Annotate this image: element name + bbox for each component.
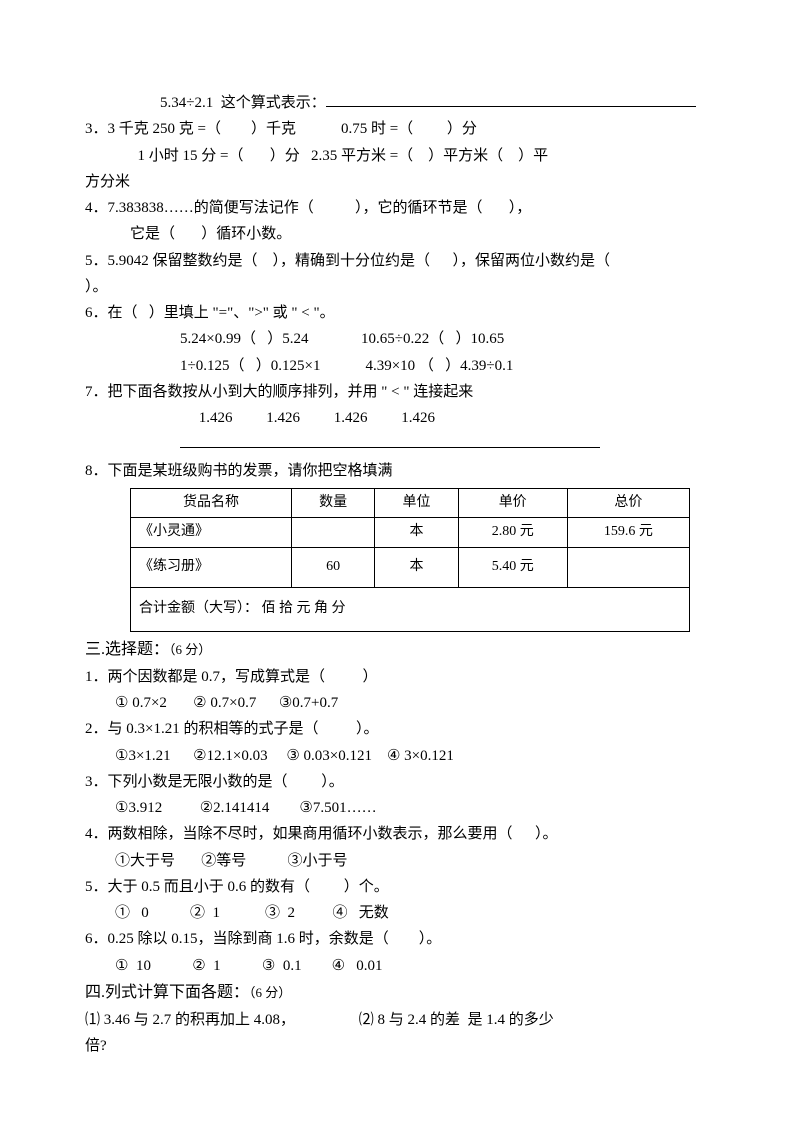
s3-sub: （6 分） <box>169 642 211 657</box>
s3-t: 三.选择题： <box>85 641 169 658</box>
r1-qty <box>292 518 375 548</box>
q3-l3: 方分米 <box>85 174 130 190</box>
footer-cell: 合计金额（大写）： 佰 拾 元 角 分 <box>131 587 690 631</box>
table-row: 《练习册》 60 本 5.40 元 <box>131 547 690 587</box>
th-price: 单价 <box>458 488 567 518</box>
q8: 8．下面是某班级购书的发票，请你把空格填满 <box>85 458 715 484</box>
table-footer-row: 合计金额（大写）： 佰 拾 元 角 分 <box>131 587 690 631</box>
s3-q6: 6．0.25 除以 0.15，当除到商 1.6 时，余数是（ ）。 <box>85 926 715 952</box>
q5-num: 5． <box>85 253 108 269</box>
th-name: 货品名称 <box>131 488 292 518</box>
invoice-table: 货品名称 数量 单位 单价 总价 《小灵通》 本 2.80 元 159.6 元 … <box>130 488 690 632</box>
r2-unit: 本 <box>375 547 458 587</box>
s3-q2: 2．与 0.3×1.21 的积相等的式子是（ ）。 <box>85 716 715 742</box>
s3-q1-opts: ① 0.7×2 ② 0.7×0.7 ③0.7+0.7 <box>85 690 715 716</box>
s4-t: 四.列式计算下面各题： <box>85 984 249 1001</box>
q6-l3-wrap: 1÷0.125（ ）0.125×1 4.39×10 （ ）4.39÷0.1 <box>85 353 715 379</box>
q2-line: 5.34÷2.1 这个算式表示： <box>85 90 715 116</box>
q3-l2: 1 小时 15 分 =（ ）分 2.35 平方米 =（ ）平方米（ ）平 <box>130 148 548 164</box>
q5-l1: 5.9042 保留整数约是（ ），精确到十分位约是（ ），保留两位小数约是（ <box>108 253 611 269</box>
blank-line <box>326 92 696 107</box>
q5: 5．5.9042 保留整数约是（ ），精确到十分位约是（ ），保留两位小数约是（ <box>85 248 715 274</box>
r1-total: 159.6 元 <box>567 518 689 548</box>
q4-l2-wrap: 它是（ ）循环小数。 <box>85 221 715 247</box>
q2-text: 5.34÷2.1 这个算式表示： <box>130 95 326 111</box>
q3-l3-wrap: 方分米 <box>85 169 715 195</box>
s4-q2: 倍? <box>85 1033 715 1059</box>
q4-num: 4． <box>85 200 108 216</box>
q6-num: 6． <box>85 305 108 321</box>
q6-l3: 1÷0.125（ ）0.125×1 4.39×10 （ ）4.39÷0.1 <box>180 358 513 374</box>
s4-q1: ⑴ 3.46 与 2.7 的积再加上 4.08， ⑵ 8 与 2.4 的差 是 … <box>85 1007 715 1033</box>
q6-l1: 在（ ）里填上 "="、">" 或 " < "。 <box>108 305 335 321</box>
q3-num: 3． <box>85 121 108 137</box>
blank-seq <box>180 433 600 448</box>
q3-l2-wrap: 1 小时 15 分 =（ ）分 2.35 平方米 =（ ）平方米（ ）平 <box>85 143 715 169</box>
q5-l2: ）。 <box>85 279 108 295</box>
q5-l2-wrap: ）。 <box>85 274 715 300</box>
r2-price: 5.40 元 <box>458 547 567 587</box>
s3-q3: 3．下列小数是无限小数的是（ ）。 <box>85 769 715 795</box>
q7-uline <box>85 431 715 457</box>
section3-title: 三.选择题：（6 分） <box>85 636 715 664</box>
s3-q3-opts: ①3.912 ②2.141414 ③7.501…… <box>85 795 715 821</box>
q7-l2-wrap: 1.426 1.426 1.426 1.426 <box>85 405 715 431</box>
q3-l1: 3 千克 250 克 =（ ）千克 0.75 时 =（ ）分 <box>108 121 477 137</box>
q6: 6．在（ ）里填上 "="、">" 或 " < "。 <box>85 300 715 326</box>
s3-q5: 5．大于 0.5 而且小于 0.6 的数有（ ）个。 <box>85 874 715 900</box>
table-header-row: 货品名称 数量 单位 单价 总价 <box>131 488 690 518</box>
s3-q6-opts: ① 10 ② 1 ③ 0.1 ④ 0.01 <box>85 953 715 979</box>
th-unit: 单位 <box>375 488 458 518</box>
q8-num: 8． <box>85 463 108 479</box>
q7-l2: 1.426 1.426 1.426 1.426 <box>180 410 435 426</box>
th-qty: 数量 <box>292 488 375 518</box>
section4-title: 四.列式计算下面各题：（6 分） <box>85 979 715 1007</box>
r1-unit: 本 <box>375 518 458 548</box>
s3-q1: 1．两个因数都是 0.7，写成算式是（ ） <box>85 664 715 690</box>
r2-total <box>567 547 689 587</box>
q7-num: 7． <box>85 384 108 400</box>
r1-name: 《小灵通》 <box>131 518 292 548</box>
s3-q5-opts: ① 0 ② 1 ③ 2 ④ 无数 <box>85 900 715 926</box>
table-row: 《小灵通》 本 2.80 元 159.6 元 <box>131 518 690 548</box>
q7: 7．把下面各数按从小到大的顺序排列，并用 " < " 连接起来 <box>85 379 715 405</box>
q4-l1: 7.383838……的简便写法记作（ ），它的循环节是（ ）， <box>108 200 532 216</box>
s4-sub: （6 分） <box>249 985 291 1000</box>
q4: 4．7.383838……的简便写法记作（ ），它的循环节是（ ）， <box>85 195 715 221</box>
s3-q4-opts: ①大于号 ②等号 ③小于号 <box>85 848 715 874</box>
q7-l1: 把下面各数按从小到大的顺序排列，并用 " < " 连接起来 <box>108 384 474 400</box>
q3: 3．3 千克 250 克 =（ ）千克 0.75 时 =（ ）分 <box>85 116 715 142</box>
s3-q2-opts: ①3×1.21 ②12.1×0.03 ③ 0.03×0.121 ④ 3×0.12… <box>85 743 715 769</box>
r1-price: 2.80 元 <box>458 518 567 548</box>
q6-l2-wrap: 5.24×0.99（ ）5.24 10.65÷0.22（ ）10.65 <box>85 326 715 352</box>
q6-l2: 5.24×0.99（ ）5.24 10.65÷0.22（ ）10.65 <box>180 331 504 347</box>
th-total: 总价 <box>567 488 689 518</box>
r2-qty: 60 <box>292 547 375 587</box>
q8-l1: 下面是某班级购书的发票，请你把空格填满 <box>108 463 393 479</box>
r2-name: 《练习册》 <box>131 547 292 587</box>
q4-l2: 它是（ ）循环小数。 <box>130 226 291 242</box>
s3-q4: 4．两数相除，当除不尽时，如果商用循环小数表示，那么要用（ ）。 <box>85 821 715 847</box>
